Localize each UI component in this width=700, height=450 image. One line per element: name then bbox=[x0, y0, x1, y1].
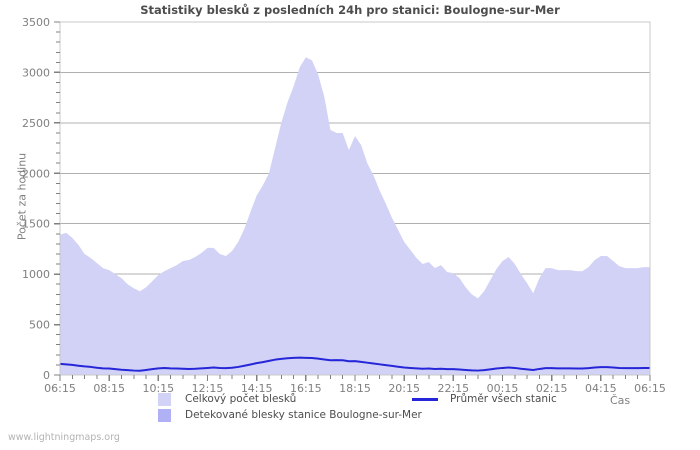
svg-text:00:15: 00:15 bbox=[487, 382, 519, 395]
area-series bbox=[60, 57, 650, 376]
chart-legend: Celkový počet blesků Detekované blesky s… bbox=[0, 390, 700, 426]
page-title: Statistiky blesků z posledních 24h pro s… bbox=[140, 3, 560, 17]
svg-text:14:15: 14:15 bbox=[241, 382, 273, 395]
svg-text:1500: 1500 bbox=[22, 218, 50, 231]
site-footer: www.lightningmaps.org bbox=[8, 432, 120, 443]
svg-text:04:15: 04:15 bbox=[585, 382, 617, 395]
svg-text:16:15: 16:15 bbox=[290, 382, 322, 395]
legend-swatch-total bbox=[158, 392, 171, 406]
legend-label-total: Celkový počet blesků bbox=[185, 393, 297, 405]
svg-text:1000: 1000 bbox=[22, 268, 50, 281]
svg-text:12:15: 12:15 bbox=[192, 382, 224, 395]
legend-label-station: Detekované blesky stanice Boulogne-sur-M… bbox=[185, 409, 422, 421]
svg-text:3500: 3500 bbox=[22, 16, 50, 29]
legend-item-station: Detekované blesky stanice Boulogne-sur-M… bbox=[158, 407, 422, 423]
svg-text:06:15: 06:15 bbox=[634, 382, 666, 395]
svg-text:06:15: 06:15 bbox=[44, 382, 76, 395]
svg-text:500: 500 bbox=[29, 319, 50, 332]
legend-swatch-station bbox=[158, 408, 171, 422]
svg-text:0: 0 bbox=[43, 369, 50, 382]
legend-item-average: Průměr všech stanic bbox=[412, 391, 557, 407]
svg-text:02:15: 02:15 bbox=[536, 382, 568, 395]
legend-label-average: Průměr všech stanic bbox=[450, 393, 557, 405]
svg-text:20:15: 20:15 bbox=[388, 382, 420, 395]
svg-text:10:15: 10:15 bbox=[142, 382, 174, 395]
svg-text:18:15: 18:15 bbox=[339, 382, 371, 395]
svg-text:2000: 2000 bbox=[22, 167, 50, 180]
svg-text:08:15: 08:15 bbox=[93, 382, 125, 395]
svg-text:2500: 2500 bbox=[22, 117, 50, 130]
legend-item-total: Celkový počet blesků bbox=[158, 391, 296, 407]
average-line-series bbox=[59, 356, 650, 372]
y-axis-ticks: 0 500 1000 1500 2000 2500 3000 3500 bbox=[22, 16, 60, 382]
svg-text:3000: 3000 bbox=[22, 66, 50, 79]
x-axis-label: Čas bbox=[610, 394, 631, 407]
legend-swatch-average bbox=[412, 397, 438, 401]
svg-text:22:15: 22:15 bbox=[437, 382, 469, 395]
x-axis-ticks: 06:15 08:15 10:15 12:15 14:15 16:15 18:15 20:15… bbox=[44, 375, 666, 395]
